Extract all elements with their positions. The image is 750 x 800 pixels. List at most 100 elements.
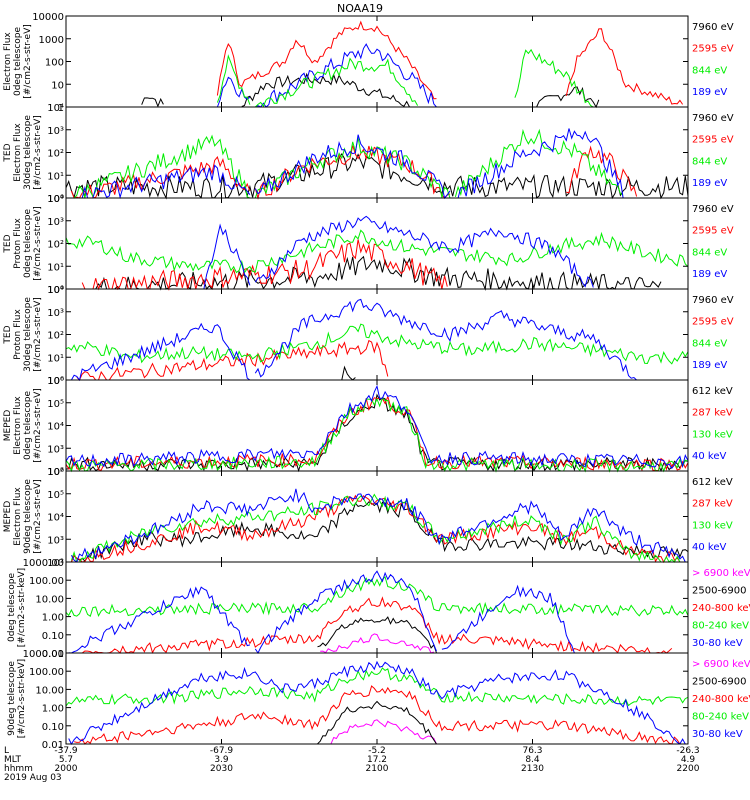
panel-6: 10² 10³ 10⁴ 10⁵ 10⁶ MEPEDElectron Flux90deg t… <box>3 467 733 569</box>
legend-label: 80-240 keV <box>692 712 749 723</box>
y-tick-label: 10⁰ <box>47 194 64 205</box>
y-axis-label-line: 90deg telescope <box>23 479 33 554</box>
footer-date: 2019 Aug 03 <box>4 773 62 783</box>
legend-label: 240-800 keV <box>692 603 750 614</box>
y-axis-label-line: 90deg telescope <box>7 661 17 736</box>
y-tick-label: 10³ <box>47 308 64 319</box>
y-tick-label: 10⁶ <box>47 467 64 478</box>
footer-hhmm-value: 2200 <box>677 764 700 774</box>
legend-label: 189 eV <box>692 360 727 371</box>
legend-label: 2595 eV <box>692 317 734 328</box>
y-tick-label: 10⁰ <box>47 376 64 387</box>
legend-label: 844 eV <box>692 156 727 167</box>
y-axis-label-line: 0deg telescope <box>7 573 17 643</box>
y-tick-label: 10¹ <box>47 171 64 182</box>
legend-label: 844 eV <box>692 247 727 258</box>
y-tick-label: 10⁴ <box>47 103 64 114</box>
trace-green-panel-5 <box>65 397 689 473</box>
y-axis-label-line: [#/cm2-s-str-keV] <box>17 659 27 738</box>
y-tick-label: 0.01 <box>42 740 64 751</box>
y-axis-label-line: [#/cm2-s-str-keV] <box>17 568 27 647</box>
y-tick-label: 10³ <box>47 535 64 546</box>
legend-label: 30-80 keV <box>692 638 743 649</box>
y-axis-label: 0deg telescope[#/cm2-s-str-keV] <box>7 568 27 647</box>
trace-magenta-panel-7 <box>320 633 434 654</box>
trace-green-panel-8 <box>65 667 689 707</box>
trace-red-panel-1 <box>216 20 684 105</box>
trace-blue-panel-4 <box>70 298 637 382</box>
legend-label: 240-800 keV <box>692 694 750 705</box>
y-axis-label-line: Proton Flux <box>13 309 23 360</box>
trace-black-panel-1 <box>141 72 600 109</box>
legend-label: 189 eV <box>692 178 727 189</box>
footer-row-label: hhmm <box>4 764 33 774</box>
y-tick-label: 10² <box>47 149 64 160</box>
y-axis-label-line: 30deg telescope <box>23 297 33 372</box>
figure-title: NOAA19 <box>337 2 383 15</box>
legend-label: 2500-6900 <box>692 586 747 597</box>
panel-5: 10² 10³ 10⁴ 10⁵ 10⁶ MEPEDElectron Flux0deg te… <box>3 376 733 478</box>
legend-label: 130 keV <box>692 429 733 440</box>
y-tick-label: 10⁵ <box>47 399 64 410</box>
footer-hhmm-value: 2100 <box>366 764 389 774</box>
footer-mlt-value: 8.4 <box>525 755 540 765</box>
panel-frame <box>65 561 689 654</box>
footer-hhmm-value: 2130 <box>521 764 544 774</box>
panel-frame <box>65 106 689 199</box>
y-axis-label: TEDElectron Flux30deg telescope[#/cm2-s-… <box>3 115 43 190</box>
y-tick-label: 10³ <box>47 444 64 455</box>
y-axis-label: Electron Flux0deg telescope[#/cm2-s-str-… <box>3 24 33 99</box>
legend-label: 2595 eV <box>692 135 734 146</box>
y-axis-label-line: TED <box>3 143 13 162</box>
y-tick-label: 1.00 <box>42 613 64 624</box>
legend-label: 844 eV <box>692 65 727 76</box>
y-tick-label: 10000 <box>32 12 64 23</box>
y-tick-label: 10⁶ <box>47 376 64 387</box>
y-tick-label: 10⁰ <box>47 285 64 296</box>
footer-hhmm-value: 2030 <box>210 764 233 774</box>
trace-red-panel-8 <box>73 685 681 745</box>
legend-label: 80-240 keV <box>692 621 749 632</box>
legend-label: 7960 eV <box>692 295 734 306</box>
y-tick-label: 1000.00 <box>23 558 64 569</box>
trace-magenta-panel-8 <box>330 719 437 745</box>
y-axis-label-line: MEPED <box>3 501 13 533</box>
legend-label: 844 eV <box>692 338 727 349</box>
y-axis-label-line: MEPED <box>3 410 13 442</box>
y-axis-label-line: [#/cm2-s-str-eV] <box>33 388 43 463</box>
y-axis-label: TEDProton Flux0deg telescope[#/cm2-s-str… <box>3 206 43 281</box>
y-axis-label-line: TED <box>3 234 13 253</box>
y-tick-label: 10² <box>47 467 64 478</box>
trace-black-panel-8 <box>317 700 437 745</box>
panel-frame <box>65 470 689 563</box>
y-axis-label-line: Electron Flux <box>13 396 23 455</box>
legend-label: 612 keV <box>692 386 733 397</box>
legend-label: 287 keV <box>692 499 733 510</box>
trace-blue-panel-8 <box>68 660 686 746</box>
panel-frame <box>65 15 689 108</box>
legend-label: 130 keV <box>692 520 733 531</box>
y-axis-label-line: 0deg telescope <box>23 391 33 461</box>
y-tick-label: 10⁴ <box>47 513 64 524</box>
trace-black-panel-7 <box>317 616 437 654</box>
panel-4: 10⁰ 10¹ 10² 10³ 10⁴ TEDProton Flux30deg teles… <box>3 285 734 387</box>
y-tick-label: 0.01 <box>42 649 64 660</box>
y-axis-label-line: Electron Flux <box>13 487 23 546</box>
trace-red-panel-6 <box>70 494 681 564</box>
footer-mlt-value: 4.9 <box>681 755 696 765</box>
y-axis-label-line: Proton Flux <box>13 218 23 269</box>
y-tick-label: 1000 <box>39 35 64 46</box>
y-tick-label: 0.10 <box>42 631 64 642</box>
y-tick-label: 10¹ <box>47 353 64 364</box>
y-tick-label: 10.00 <box>35 594 64 605</box>
y-tick-label: 10³ <box>47 217 64 228</box>
y-tick-label: 10² <box>47 331 64 342</box>
y-tick-label: 10⁵ <box>47 490 64 501</box>
y-axis-label: TEDProton Flux30deg telescope[#/cm2-s-st… <box>3 297 43 372</box>
trace-blue-panel-2 <box>74 128 624 200</box>
legend-label: 612 keV <box>692 477 733 488</box>
y-tick-label: 100.00 <box>29 576 64 587</box>
y-axis-label-line: 0deg telescope <box>13 27 23 97</box>
